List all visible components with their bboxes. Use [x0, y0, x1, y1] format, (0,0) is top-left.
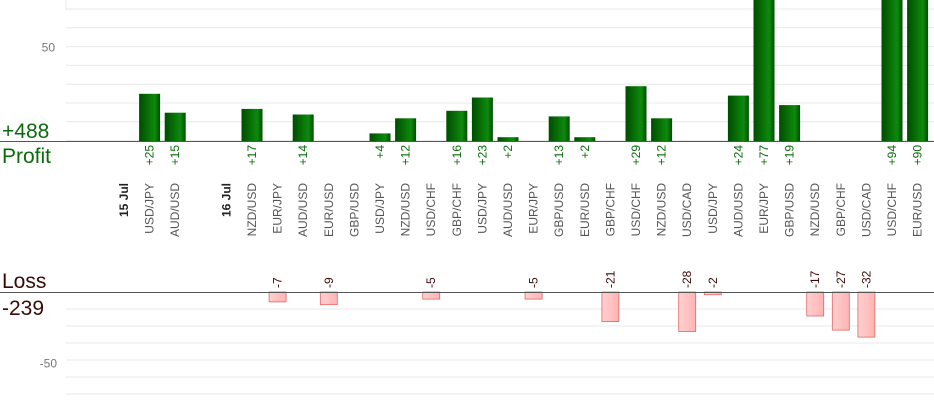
loss-label: Loss: [2, 270, 47, 293]
category-label: EUR/JPY: [271, 183, 285, 234]
loss-bar: [422, 291, 441, 300]
loss-bar: [831, 291, 850, 331]
category-label: USD/JPY: [475, 183, 489, 234]
profit-bar: [497, 137, 519, 141]
profit-bar: [241, 108, 263, 141]
profit-value-label: +25: [143, 145, 157, 166]
profit-total: +488: [2, 120, 50, 143]
loss-value-label: -5: [527, 277, 541, 288]
loss-y-tick-label: -50: [40, 357, 58, 371]
category-label: GBP/CHF: [450, 183, 464, 236]
profit-value-label: +13: [552, 145, 566, 166]
profit-bar: [471, 97, 493, 141]
profit-bar: [548, 116, 570, 141]
category-label: EUR/USD: [578, 183, 592, 237]
profit-bar: [907, 0, 929, 141]
loss-value-label: -2: [706, 277, 720, 288]
loss-bar: [601, 291, 620, 323]
category-label: GBP/CHF: [834, 183, 848, 236]
loss-total: -239: [2, 297, 45, 320]
profit-bar: [395, 118, 417, 141]
category-label: AUD/USD: [168, 183, 182, 237]
category-label: USD/CHF: [629, 183, 643, 236]
loss-value-label: -32: [859, 270, 873, 288]
profit-bar: [139, 93, 161, 142]
category-label: USD/CHF: [424, 183, 438, 236]
profit-bar: [164, 112, 186, 141]
category-label: AUD/USD: [296, 183, 310, 237]
category-label: AUD/USD: [501, 183, 515, 237]
profit-value-label: +24: [731, 145, 745, 166]
profit-value-label: +16: [450, 145, 464, 166]
profit-value-label: +23: [475, 145, 489, 166]
profit-bar: [779, 105, 801, 141]
loss-bar: [857, 291, 876, 338]
category-label: GBP/USD: [783, 183, 797, 237]
profit-value-label: +19: [783, 145, 797, 166]
category-label: USD/JPY: [143, 183, 157, 234]
loss-value-label: -28: [680, 270, 694, 288]
profit-y-tick-label: 50: [42, 41, 56, 55]
category-label: USD/JPY: [373, 183, 387, 234]
profit-bar: [727, 95, 749, 141]
category-label: NZD/USD: [808, 183, 822, 237]
category-label: GBP/CHF: [603, 183, 617, 236]
loss-bar: [524, 291, 543, 300]
category-label: USD/CHF: [885, 183, 899, 236]
loss-value-label: -5: [424, 277, 438, 288]
profit-value-label: +17: [245, 145, 259, 166]
date-label: 15 Jul: [117, 183, 131, 217]
loss-value-label: -17: [808, 270, 822, 288]
loss-bar: [319, 291, 338, 306]
profit-value-label: +15: [168, 145, 182, 166]
category-label: USD/CAD: [859, 183, 873, 237]
profit-value-label: +94: [885, 145, 899, 166]
profit-value-label: +77: [757, 145, 771, 166]
loss-value-label: -27: [834, 270, 848, 288]
profit-value-label: +4: [373, 145, 387, 159]
loss-value-label: -21: [603, 270, 617, 288]
category-label: USD/CAD: [680, 183, 694, 237]
loss-bar: [806, 291, 825, 317]
profit-value-label: +29: [629, 145, 643, 166]
profit-value-label: +90: [911, 145, 925, 166]
category-label: GBP/USD: [347, 183, 361, 237]
category-label: USD/JPY: [706, 183, 720, 234]
profit-bar: [574, 137, 596, 141]
profit-bar: [369, 133, 391, 141]
profit-bar: [881, 0, 903, 141]
profit-value-label: +12: [399, 145, 413, 166]
loss-bar: [678, 291, 697, 332]
category-label: AUD/USD: [731, 183, 745, 237]
profit-bar: [651, 118, 673, 141]
profit-value-label: +2: [501, 145, 515, 159]
category-label: NZD/USD: [245, 183, 259, 237]
profit-bar: [292, 114, 314, 141]
profit-value-label: +12: [655, 145, 669, 166]
category-label: NZD/USD: [399, 183, 413, 237]
loss-bar: [268, 291, 287, 303]
loss-value-label: -9: [322, 277, 336, 288]
category-label: EUR/USD: [911, 183, 925, 237]
profit-value-label: +2: [578, 145, 592, 159]
category-label: EUR/JPY: [757, 183, 771, 234]
category-label: NZD/USD: [655, 183, 669, 237]
profit-value-label: +14: [296, 145, 310, 166]
category-label: EUR/USD: [322, 183, 336, 237]
loss-value-label: -7: [271, 277, 285, 288]
profit-bar: [753, 0, 775, 141]
profit-label: Profit: [2, 145, 52, 168]
category-label: EUR/JPY: [527, 183, 541, 234]
profit-bar: [446, 110, 468, 141]
category-label: GBP/USD: [552, 183, 566, 237]
date-label: 16 Jul: [219, 183, 233, 217]
profit-bar: [625, 86, 647, 141]
